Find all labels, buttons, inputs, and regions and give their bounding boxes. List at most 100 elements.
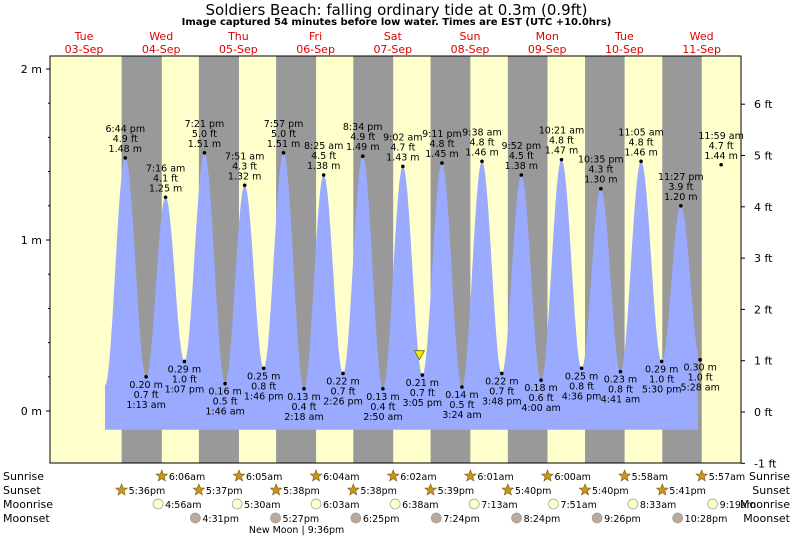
low-tide-feet: 0.4 ft — [291, 402, 316, 413]
low-tide-point — [182, 359, 187, 364]
day-name: Wed — [149, 30, 173, 43]
high-tide-point — [360, 154, 365, 159]
right-axis-label: 6 ft — [754, 98, 773, 111]
low-tide-time: 2:26 pm — [323, 396, 363, 407]
row-time: 4:31pm — [202, 514, 239, 525]
high-tide-meters: 1.51 m — [267, 139, 300, 150]
low-tide-feet: 0.7 ft — [410, 388, 435, 399]
row-time: 5:40pm — [515, 486, 552, 497]
row-label-left: Moonrise — [3, 498, 53, 511]
low-tide-time: 1:46 pm — [244, 391, 284, 402]
day-name: Tue — [74, 30, 94, 43]
low-tide-meters: 0.16 m — [208, 387, 241, 398]
high-tide-feet: 4.7 ft — [709, 141, 734, 152]
high-tide-time: 7:51 am — [225, 151, 264, 162]
day-date: 04-Sep — [142, 43, 181, 56]
row-time: 5:57am — [709, 472, 745, 483]
high-tide-time: 10:35 pm — [578, 155, 624, 166]
low-tide-meters: 0.18 m — [524, 383, 557, 394]
low-tide-time: 2:18 am — [284, 412, 323, 423]
sun-star-icon — [578, 483, 592, 496]
moonset-icon — [672, 512, 684, 524]
moonset-icon — [270, 512, 281, 524]
day-date: 07-Sep — [373, 43, 412, 56]
row-time: 8:33am — [640, 500, 676, 511]
row-label-right: Moonrise — [740, 498, 790, 511]
low-tide-point — [500, 371, 504, 376]
row-time: 5:58am — [632, 472, 668, 483]
current-level-marker — [413, 350, 426, 361]
low-tide-point — [698, 357, 702, 362]
high-tide-time: 9:38 am — [462, 127, 501, 138]
row-label-left: Sunrise — [3, 470, 44, 483]
row-time: 4:56am — [165, 500, 201, 511]
low-tide-point — [144, 375, 148, 379]
row-time: 9:19am — [720, 500, 756, 511]
high-tide-meters: 1.38 m — [307, 161, 340, 172]
high-tide-point — [559, 157, 564, 162]
high-tide-feet: 4.7 ft — [390, 142, 415, 153]
day-date: 11-Sep — [682, 43, 721, 56]
high-tide-meters: 1.44 m — [704, 151, 737, 162]
low-tide-point — [341, 371, 345, 376]
row-time: 5:38pm — [283, 486, 320, 497]
right-axis-label: -1 ft — [754, 457, 777, 470]
row-time: 5:39pm — [438, 486, 475, 497]
low-tide-time: 3:05 pm — [402, 398, 442, 409]
high-tide-time: 9:02 am — [383, 132, 422, 143]
high-tide-time: 9:52 pm — [502, 141, 542, 152]
low-tide-meters: 0.22 m — [326, 376, 359, 387]
row-time: 5:36pm — [129, 486, 166, 497]
high-tide-meters: 1.43 m — [386, 152, 419, 163]
day-name: Mon — [536, 30, 559, 43]
low-tide-time: 1:13 am — [126, 400, 165, 411]
low-tide-point — [579, 366, 584, 371]
low-tide-time: 3:24 am — [442, 410, 481, 421]
row-time: 6:01am — [477, 472, 513, 483]
low-tide-time: 1:07 pm — [165, 384, 205, 395]
low-tide-meters: 0.25 m — [565, 371, 598, 382]
high-tide-point — [679, 204, 683, 208]
low-tide-feet: 0.7 ft — [331, 386, 356, 397]
low-tide-meters: 0.13 m — [287, 392, 320, 403]
day-date: 06-Sep — [296, 43, 335, 56]
high-tide-point — [321, 173, 326, 177]
row-time: 6:04am — [323, 472, 359, 483]
sun-star-icon — [309, 469, 323, 482]
day-date: 08-Sep — [451, 43, 490, 56]
row-time: 5:27pm — [283, 514, 320, 525]
high-tide-feet: 4.3 ft — [588, 165, 613, 176]
right-axis-label: 5 ft — [754, 150, 773, 163]
high-tide-meters: 1.48 m — [109, 144, 142, 155]
low-tide-point — [381, 386, 385, 391]
high-tide-meters: 1.46 m — [624, 147, 657, 158]
high-tide-point — [281, 150, 286, 155]
row-label-left: Moonset — [3, 512, 50, 525]
low-tide-point — [659, 359, 664, 364]
sun-star-icon — [386, 469, 400, 482]
high-tide-point — [242, 183, 247, 188]
high-tide-feet: 4.5 ft — [311, 151, 336, 162]
row-label-right: Sunrise — [749, 470, 790, 483]
high-tide-meters: 1.38 m — [505, 161, 538, 172]
low-tide-feet: 0.8 ft — [569, 381, 594, 392]
moonset-icon — [189, 512, 201, 524]
day-name: Sun — [460, 30, 481, 43]
high-tide-point — [480, 159, 484, 164]
high-tide-time: 10:21 am — [539, 126, 584, 137]
row-time: 10:28pm — [685, 514, 728, 525]
low-tide-point — [539, 378, 543, 383]
day-name: Thu — [227, 30, 249, 43]
high-tide-time: 11:05 am — [618, 127, 663, 138]
sun-star-icon — [463, 469, 477, 482]
row-label-left: Sunset — [3, 484, 41, 497]
chart-title: Soldiers Beach: falling ordinary tide at… — [205, 1, 588, 19]
tide-area — [105, 152, 698, 430]
high-tide-time: 7:16 am — [146, 163, 185, 174]
sun-star-icon — [618, 469, 632, 482]
sun-star-icon — [346, 483, 360, 496]
row-time: 8:24pm — [524, 514, 561, 525]
row-time: 6:03am — [323, 500, 359, 511]
high-tide-meters: 1.47 m — [545, 146, 578, 157]
